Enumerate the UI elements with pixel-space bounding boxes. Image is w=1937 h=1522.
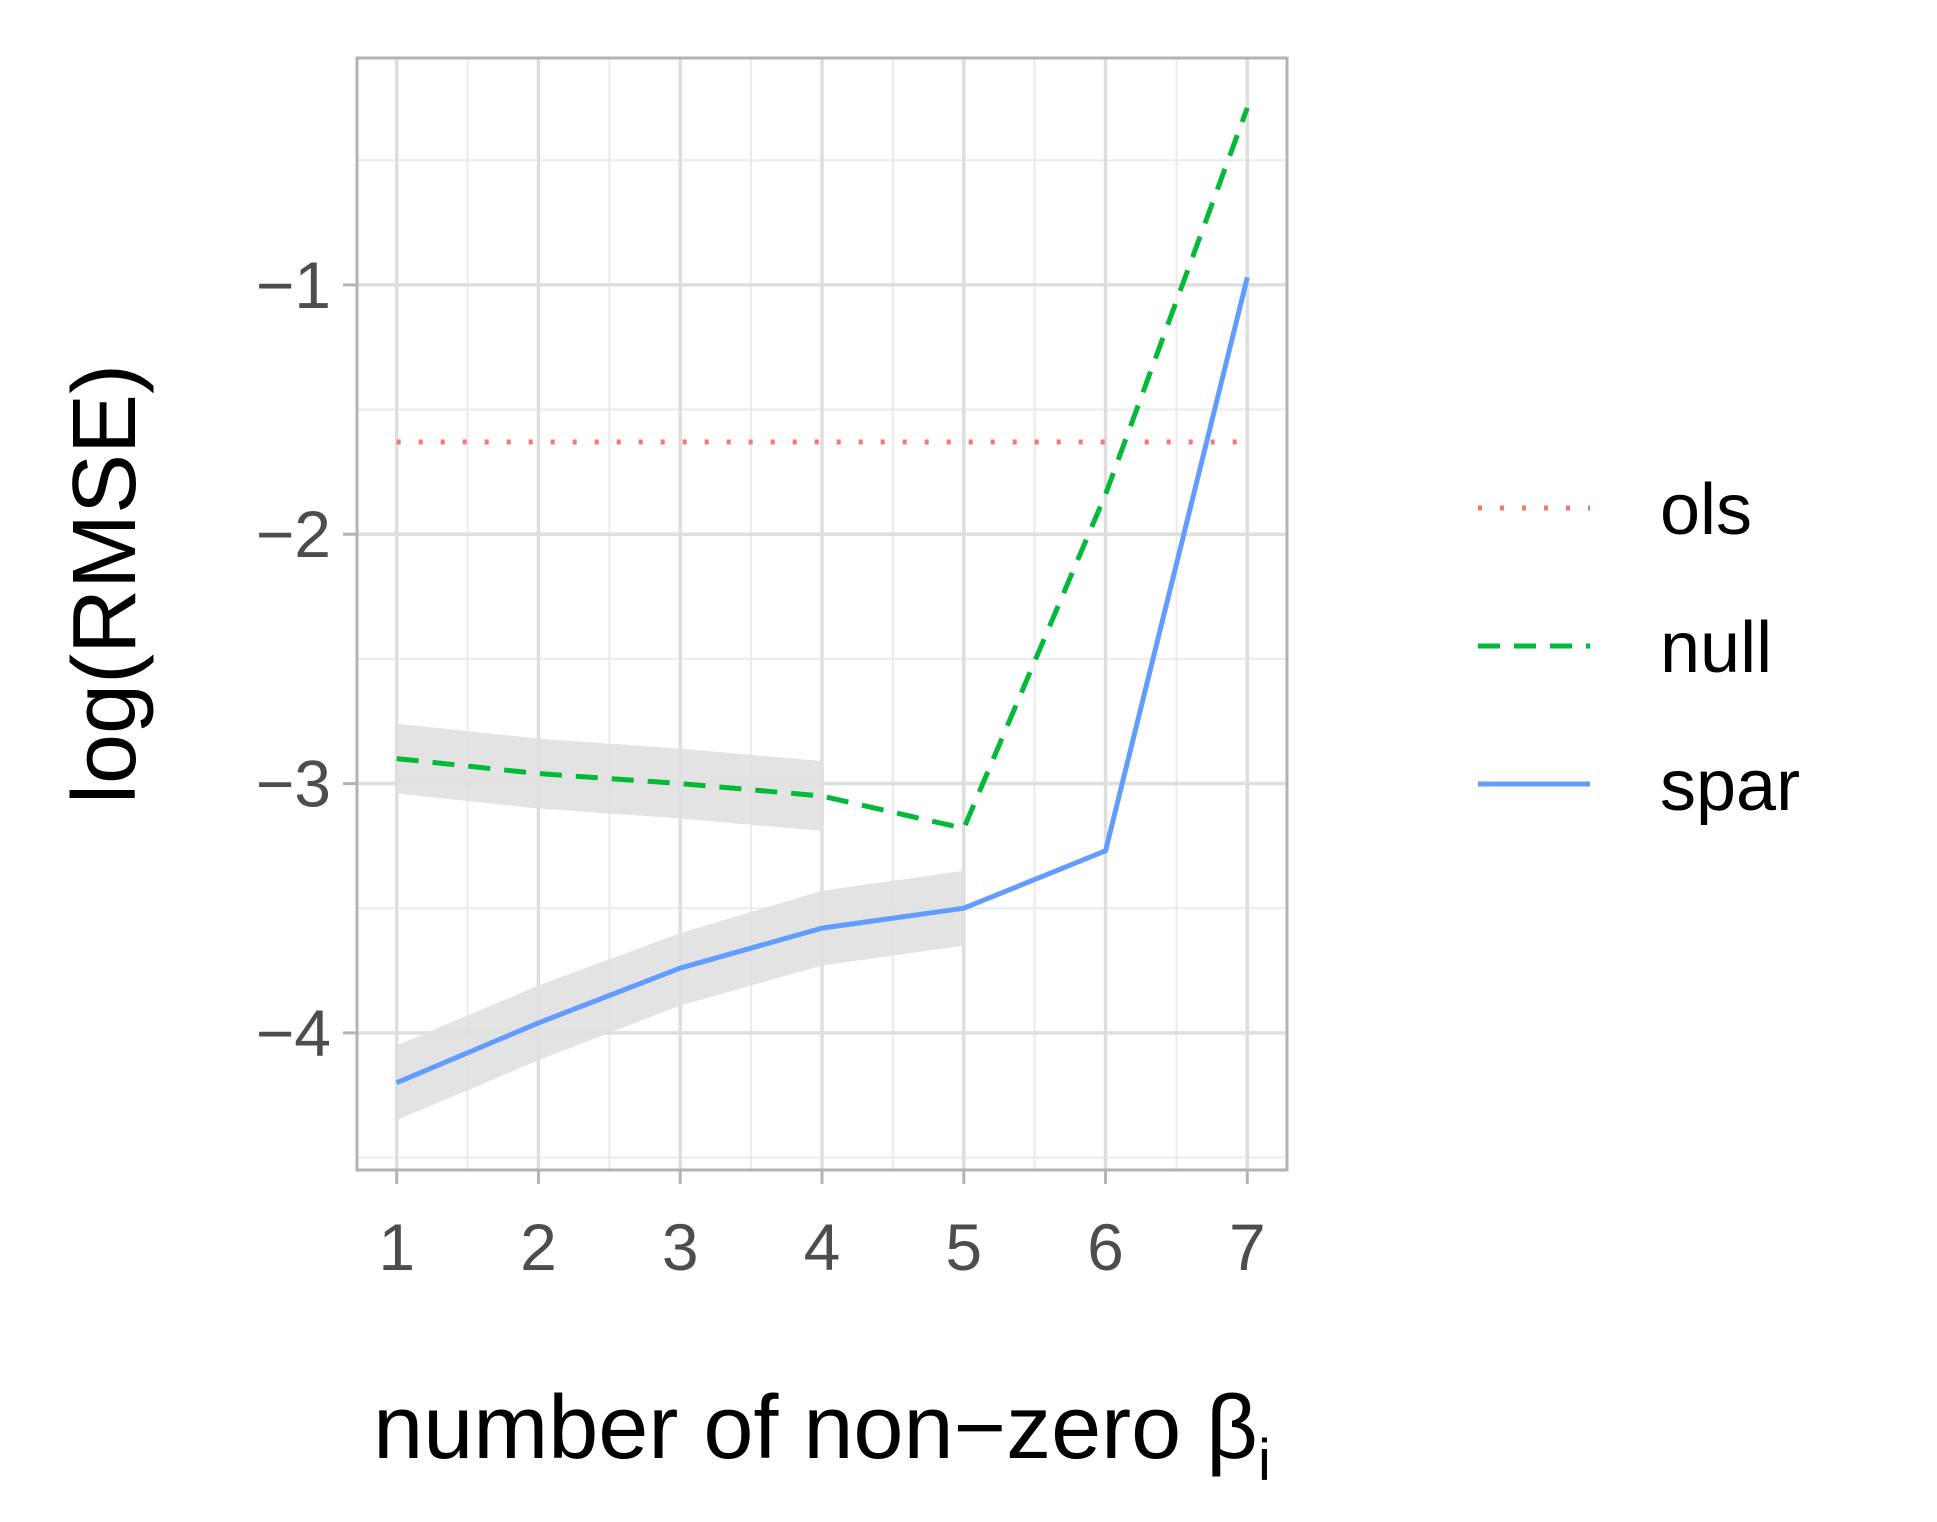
series-line-spar <box>395 276 1250 1086</box>
x-axis-title-main: number of non−zero β <box>373 1378 1258 1478</box>
legend-label-spar: spar <box>1660 746 1800 826</box>
y-tick-label: −3 <box>256 747 331 821</box>
x-tick-label: 6 <box>1087 1210 1124 1284</box>
x-tick-label: 5 <box>945 1210 982 1284</box>
line-layer <box>395 107 1250 1086</box>
ribbon-layer <box>396 723 964 1121</box>
y-tick-label: −4 <box>256 996 331 1070</box>
y-tick-label: −1 <box>256 248 331 322</box>
y-axis-title: log(RMSE) <box>55 364 155 804</box>
y-tick-label: −2 <box>256 497 331 571</box>
grid-layer <box>357 58 1287 1170</box>
legend-label-null: null <box>1660 608 1772 688</box>
ribbon-null <box>396 723 822 831</box>
ribbon-spar <box>396 870 964 1121</box>
x-tick-label: 4 <box>804 1210 841 1284</box>
legend-label-ols: ols <box>1660 470 1752 550</box>
x-axis-title-subscript: i <box>1258 1428 1271 1493</box>
x-tick-label: 3 <box>662 1210 699 1284</box>
x-tick-label: 2 <box>520 1210 557 1284</box>
x-axis-title: number of non−zero βi <box>373 1378 1271 1493</box>
legend: ols null spar <box>1478 470 1800 826</box>
x-tick-label: 7 <box>1229 1210 1266 1284</box>
x-tick-label: 1 <box>378 1210 415 1284</box>
axis-layer: 1 2 3 4 5 6 7 −1 −2 −3 −4 <box>256 248 1266 1284</box>
